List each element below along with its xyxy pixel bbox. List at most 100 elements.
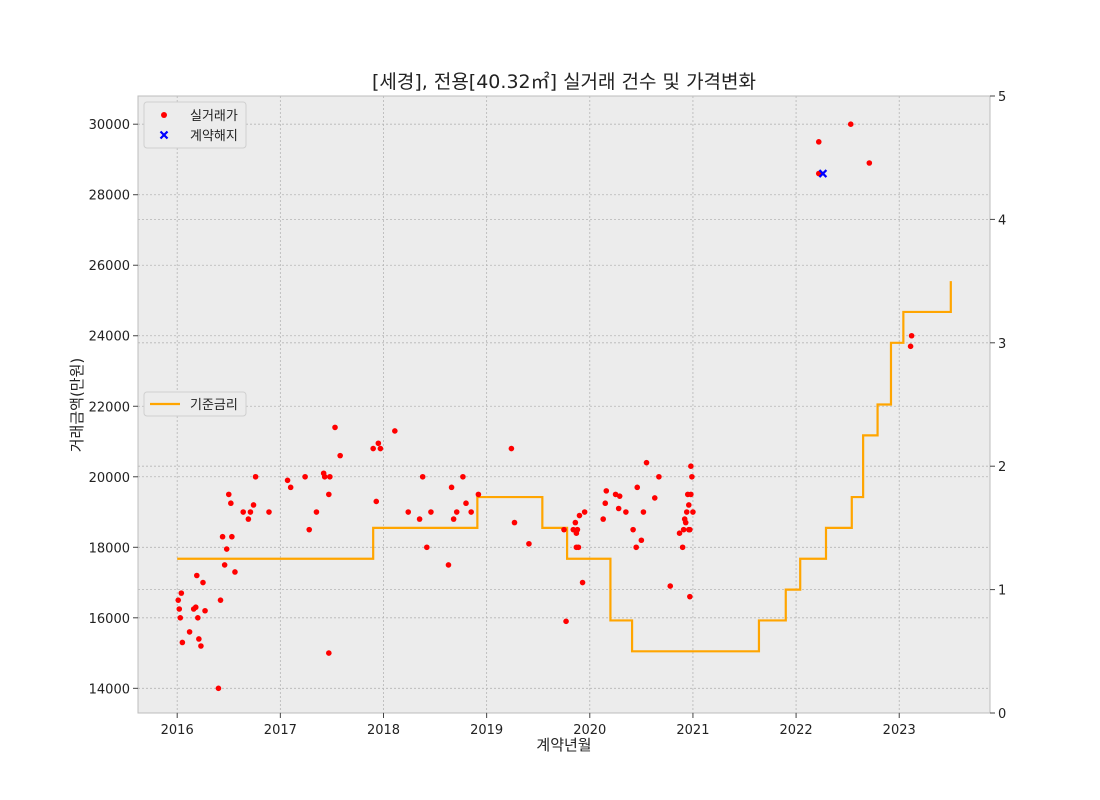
price-point <box>561 526 567 533</box>
y-tick-label: 24000 <box>89 330 130 345</box>
price-point <box>245 516 252 522</box>
y2-tick-label: 2 <box>998 460 1006 475</box>
price-point <box>683 509 690 515</box>
price-point <box>676 530 683 536</box>
price-point <box>326 491 332 498</box>
price-point <box>463 500 469 507</box>
price-point <box>321 473 328 480</box>
y2-tick-label: 3 <box>998 337 1006 352</box>
price-point <box>630 526 636 533</box>
price-point <box>687 593 693 600</box>
price-point <box>688 463 694 470</box>
price-point <box>667 583 674 589</box>
price-point <box>252 473 259 480</box>
price-point <box>419 473 426 480</box>
price-point <box>453 509 460 515</box>
y2-tick-label: 1 <box>998 584 1006 599</box>
x-tick-label: 2019 <box>470 723 503 738</box>
price-point <box>284 477 291 484</box>
price-point <box>615 505 622 512</box>
price-point <box>581 509 588 515</box>
price-point <box>217 597 224 603</box>
legend-label-cancel: 계약해지 <box>190 129 238 144</box>
price-point <box>228 500 234 507</box>
price-point <box>511 519 518 526</box>
price-point <box>526 540 532 547</box>
price-point <box>616 493 623 499</box>
y-tick-label: 30000 <box>89 118 130 133</box>
price-point <box>815 139 822 145</box>
price-point <box>332 424 338 431</box>
y-axis-right: 0 1 2 3 4 5 <box>990 90 1006 722</box>
price-point <box>176 606 183 612</box>
price-point <box>651 495 658 501</box>
price-point <box>907 343 914 350</box>
price-point <box>326 650 332 656</box>
y-axis-label: 거래금액(만원) <box>68 358 86 453</box>
x-tick-label: 2020 <box>573 723 606 738</box>
price-point <box>656 473 662 480</box>
price-point <box>680 526 687 533</box>
legend-label-rate: 기준금리 <box>190 398 238 413</box>
x-tick-label: 2021 <box>676 723 709 738</box>
price-point <box>575 544 582 551</box>
price-point <box>847 121 854 128</box>
price-point <box>460 473 466 480</box>
legend-scatter: 실거래가 계약해지 <box>143 101 247 149</box>
x-tick-label: 2023 <box>883 723 916 738</box>
price-point <box>186 629 193 635</box>
price-point <box>689 473 695 480</box>
y2-tick-label: 4 <box>998 213 1006 228</box>
price-point <box>688 491 694 498</box>
price-point <box>370 445 376 452</box>
price-point <box>392 428 398 434</box>
price-point <box>574 526 581 533</box>
x-tick-label: 2016 <box>161 723 194 738</box>
price-point <box>175 597 182 603</box>
y-tick-label: 18000 <box>89 541 130 556</box>
price-point <box>221 562 228 568</box>
price-point <box>579 579 586 586</box>
price-point <box>225 491 232 498</box>
price-point <box>192 604 199 611</box>
price-point <box>198 643 204 649</box>
y2-tick-label: 5 <box>998 90 1006 105</box>
price-point <box>232 569 238 575</box>
price-point <box>508 445 515 452</box>
y-tick-label: 26000 <box>89 259 130 274</box>
price-point <box>687 526 693 533</box>
chart-title: [세경], 전용[40.32㎡] 실거래 건수 및 가격변화 <box>372 70 756 93</box>
y-axis-left: 14000 16000 18000 20000 22000 24000 26000 28000… <box>89 118 138 697</box>
price-point <box>475 491 482 498</box>
price-point <box>193 572 200 579</box>
y-tick-label: 14000 <box>89 682 130 697</box>
price-point <box>200 579 206 586</box>
price-point <box>428 509 434 515</box>
price-point <box>179 639 186 646</box>
price-point <box>215 685 222 692</box>
price-point <box>686 502 692 508</box>
price-point <box>219 533 226 540</box>
price-point <box>373 498 380 505</box>
price-point <box>445 562 452 568</box>
price-point <box>302 473 308 480</box>
price-point <box>229 533 235 540</box>
cancel-point <box>818 169 828 178</box>
price-point <box>250 502 257 508</box>
price-point <box>313 509 320 515</box>
price-point <box>602 500 609 507</box>
price-point <box>405 509 412 515</box>
y-tick-label: 16000 <box>89 612 130 627</box>
y-tick-label: 20000 <box>89 471 130 486</box>
x-tick-label: 2022 <box>780 723 813 738</box>
price-point <box>600 516 606 522</box>
price-point <box>690 509 696 515</box>
price-point <box>327 473 333 480</box>
price-point <box>866 160 873 166</box>
price-point <box>375 440 382 447</box>
x-tick-label: 2018 <box>367 723 400 738</box>
price-point <box>450 516 457 522</box>
price-point <box>576 512 583 519</box>
x-axis: 2016 2017 2018 2019 2020 2021 2022 2023 <box>161 713 916 738</box>
price-point <box>377 445 384 452</box>
